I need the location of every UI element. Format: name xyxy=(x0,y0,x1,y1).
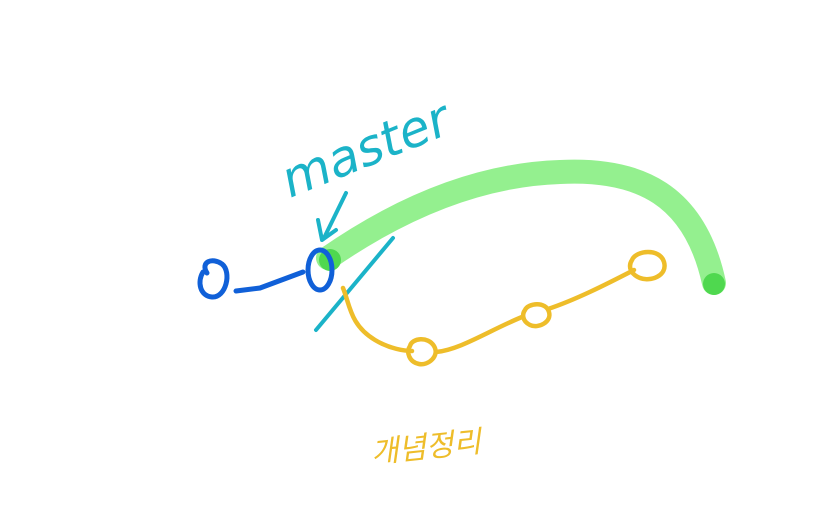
green-arc-path xyxy=(316,159,726,295)
branch-name-label: 개념정리 xyxy=(369,424,485,471)
branch-commit-node-2 xyxy=(520,302,552,329)
master-commit-node-1 xyxy=(197,258,230,300)
branch-commit-node-3 xyxy=(627,249,667,282)
master-pointer-arrow-shaft xyxy=(322,191,348,240)
branch-path-line xyxy=(340,267,637,355)
master-commit-node-2 xyxy=(305,247,335,293)
branch-split-slash xyxy=(314,236,395,332)
green-arc-end-dot xyxy=(703,273,725,295)
branch-commit-node-1 xyxy=(406,337,438,367)
master-pointer-arrow-head xyxy=(316,218,338,242)
master-link-line xyxy=(233,269,306,294)
